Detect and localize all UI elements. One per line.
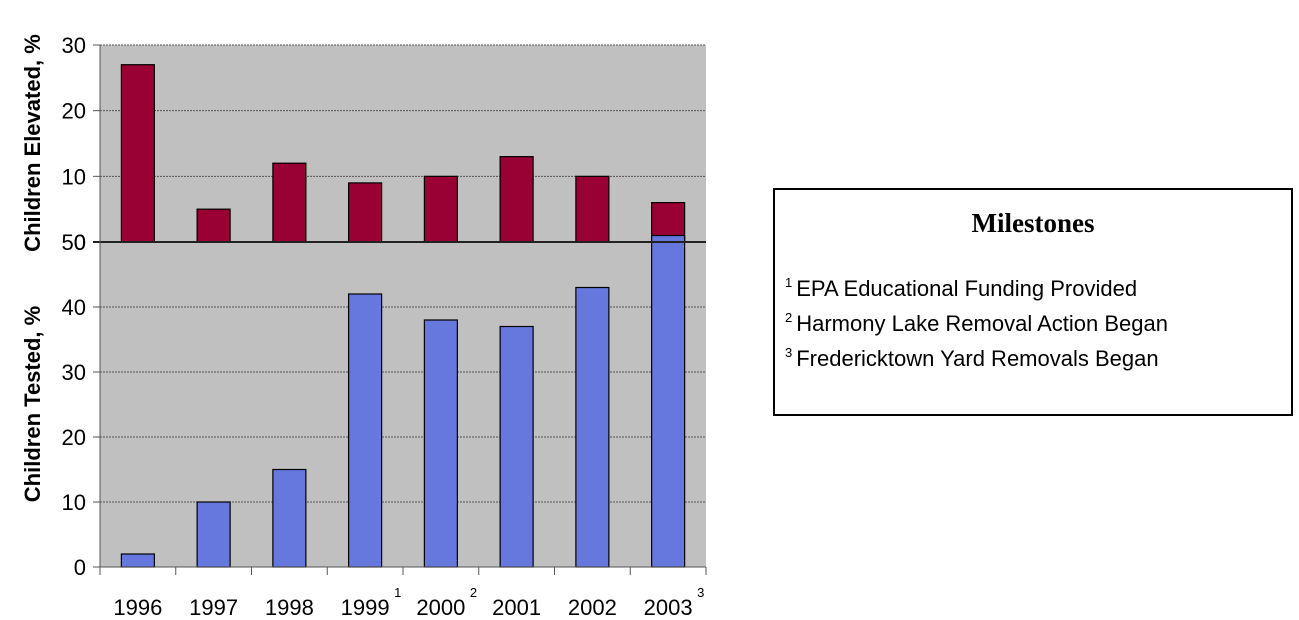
elevated-y-tick-label: 30 <box>62 33 86 58</box>
x-tick-label-1997: 1997 <box>189 595 238 620</box>
elevated-y-tick-label: 10 <box>62 164 86 189</box>
tested-y-tick-label: 0 <box>74 555 86 580</box>
milestone-number: 3 <box>785 345 793 360</box>
elevated-y-tick-label: 20 <box>62 99 86 124</box>
tested-bar-1999 <box>348 293 383 568</box>
x-tick-label-2000: 2000 <box>416 595 465 620</box>
milestone-text: EPA Educational Funding Provided <box>796 276 1138 301</box>
tested-bar-1996 <box>120 553 155 568</box>
x-tick-label-2003: 2003 <box>644 595 693 620</box>
x-tick-label-1999: 1999 <box>341 595 390 620</box>
milestone-item: 3 Fredericktown Yard Removals Began <box>785 338 1168 373</box>
milestone-marker-2000: 2 <box>470 585 477 600</box>
tested-bar-2000 <box>423 319 458 568</box>
milestone-text: Fredericktown Yard Removals Began <box>796 346 1159 371</box>
elevated-y-axis-label: Children Elevated, % <box>20 34 45 252</box>
tested-y-tick-label: 30 <box>62 360 86 385</box>
elevated-bar-1998 <box>272 162 307 243</box>
milestones-box: Milestones 1 EPA Educational Funding Prov… <box>773 188 1293 416</box>
chart-svg: 0 10 20 30 Children Elevated, % 0 10 20 30 40 50 Ch… <box>20 33 707 620</box>
milestone-number: 2 <box>785 310 793 325</box>
elevated-bar-1996 <box>120 64 155 243</box>
tested-y-tick-label: 10 <box>62 490 86 515</box>
milestone-marker-1999: 1 <box>394 585 401 600</box>
milestone-number: 1 <box>785 275 793 290</box>
x-tick-label-1998: 1998 <box>265 595 314 620</box>
milestone-marker-2003: 3 <box>697 585 704 600</box>
elevated-bar-2001 <box>499 156 534 243</box>
milestone-text: Harmony Lake Removal Action Began <box>796 311 1168 336</box>
tested-bar-2001 <box>499 325 534 568</box>
milestone-item: 2 Harmony Lake Removal Action Began <box>785 303 1168 338</box>
tested-bar-1998 <box>272 468 307 568</box>
tested-bar-2002 <box>575 286 610 568</box>
x-tick-label-2001: 2001 <box>492 595 541 620</box>
x-tick-label-2002: 2002 <box>568 595 617 620</box>
plot-background <box>100 45 706 567</box>
tested-y-tick-label: 20 <box>62 425 86 450</box>
elevated-bar-2000 <box>423 175 458 243</box>
elevated-bar-1999 <box>348 182 383 243</box>
tested-y-axis-label: Children Tested, % <box>20 306 45 502</box>
tested-y-tick-label: 50 <box>62 230 86 255</box>
tested-bar-1997 <box>196 501 231 568</box>
tested-y-tick-label: 40 <box>62 295 86 320</box>
elevated-y-tick-label: 0 <box>74 230 86 255</box>
elevated-bar-2002 <box>575 175 610 243</box>
elevated-bar-1997 <box>196 208 231 243</box>
milestones-title: Milestones <box>971 208 1095 238</box>
milestone-item: 1 EPA Educational Funding Provided <box>785 268 1168 303</box>
x-tick-label-1996: 1996 <box>113 595 162 620</box>
milestones-list: 1 EPA Educational Funding Provided 2 Harmo… <box>785 268 1168 373</box>
tested-bar-2003 <box>651 234 686 568</box>
